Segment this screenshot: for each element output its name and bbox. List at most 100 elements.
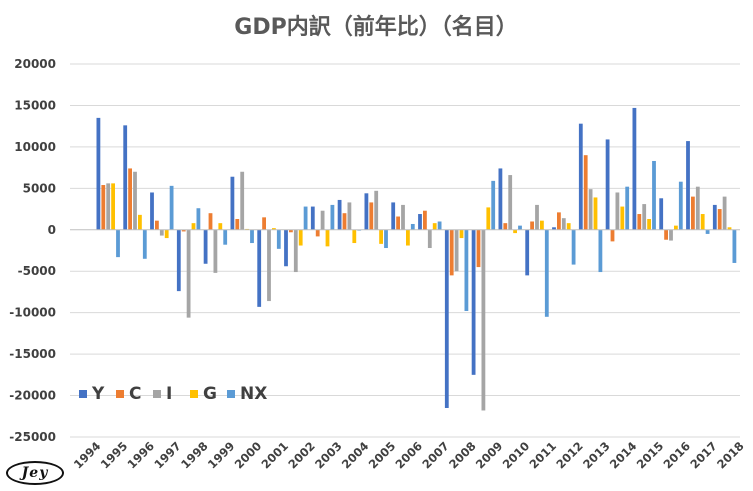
bar-g-1996 — [164, 229, 169, 239]
bar-nx-1999 — [250, 229, 254, 244]
bar-g-1998 — [218, 223, 223, 230]
bar-g-2013 — [620, 206, 625, 230]
x-tick-label-2006: 2006 — [393, 439, 426, 472]
bar-g-2017 — [727, 227, 732, 230]
x-tick-label-2016: 2016 — [661, 439, 694, 472]
bar-i-2014 — [642, 204, 647, 230]
x-tick-label-1999: 1999 — [205, 439, 238, 472]
x-tick-label-2003: 2003 — [312, 439, 345, 472]
bar-nx-2008 — [491, 180, 496, 230]
y-tick-label: 20000 — [14, 57, 56, 71]
x-tick-label-2010: 2010 — [500, 439, 533, 472]
bar-g-1997 — [191, 223, 196, 230]
x-tick-label-2011: 2011 — [527, 439, 560, 472]
x-tick-label-2015: 2015 — [634, 439, 667, 472]
bar-i-2009 — [508, 175, 513, 230]
bar-g-2003 — [352, 229, 357, 244]
bar-nx-2007 — [464, 229, 469, 312]
bar-i-2005 — [401, 204, 405, 230]
x-tick-label-1998: 1998 — [178, 439, 211, 472]
bar-nx-2004 — [384, 229, 388, 249]
bar-nx-2002 — [330, 204, 335, 230]
bar-i-2016 — [695, 186, 700, 230]
legend-swatch-i — [153, 390, 161, 398]
bar-i-2008 — [481, 229, 486, 411]
bar-g-2008 — [486, 207, 491, 230]
bar-g-2002 — [325, 229, 330, 247]
bar-nx-2014 — [652, 160, 656, 230]
bar-c-2006 — [423, 210, 427, 230]
bar-nx-2010 — [544, 229, 549, 317]
y-tick-label: -20000 — [9, 389, 56, 403]
bar-i-2002 — [320, 210, 325, 230]
bar-g-2012 — [593, 197, 598, 230]
bar-c-1995 — [128, 168, 132, 230]
bar-c-2015 — [664, 229, 668, 240]
x-tick-label-2005: 2005 — [366, 439, 399, 472]
bar-g-2010 — [540, 220, 544, 230]
bar-g-1995 — [138, 214, 142, 230]
legend-swatch-g — [190, 390, 198, 398]
bar-g-1994 — [111, 183, 115, 230]
y-tick-label: -5000 — [18, 264, 56, 278]
x-tick-label-2000: 2000 — [232, 439, 265, 472]
x-tick-label-1996: 1996 — [125, 439, 158, 472]
bar-nx-2017 — [732, 229, 737, 263]
y-axis-tick-labels: 20000 15000 10000 5000 0 -5000 -10000 -15000 -20… — [9, 57, 56, 444]
bar-y-2006 — [418, 214, 422, 230]
bars — [96, 107, 737, 411]
bar-y-2007 — [444, 229, 449, 408]
bar-y-2017 — [712, 204, 717, 230]
bar-g-2015 — [674, 225, 678, 230]
bar-nx-2011 — [571, 229, 576, 265]
bar-i-1997 — [186, 229, 191, 318]
bar-nx-1997 — [196, 208, 201, 230]
bar-i-2012 — [588, 189, 593, 230]
x-axis-tick-labels: 1994199519961997199819992000200120022003… — [71, 439, 747, 472]
bar-i-2017 — [722, 196, 727, 230]
bar-nx-2015 — [678, 181, 683, 230]
bar-nx-1995 — [142, 229, 147, 259]
bar-y-2004 — [364, 193, 369, 230]
bar-i-2013 — [615, 192, 620, 230]
bar-c-1996 — [155, 220, 159, 230]
gridlines — [70, 63, 740, 438]
bar-c-2001 — [289, 229, 293, 233]
y-tick-label: 5000 — [23, 181, 56, 195]
y-tick-label: -15000 — [9, 347, 56, 361]
bar-g-2000 — [272, 228, 276, 230]
x-tick-label-2012: 2012 — [553, 439, 586, 472]
bar-i-2000 — [267, 229, 271, 302]
x-tick-label-2013: 2013 — [580, 439, 613, 472]
x-tick-label-2002: 2002 — [285, 439, 318, 472]
bar-c-2010 — [530, 221, 534, 230]
bar-nx-2000 — [276, 229, 281, 249]
legend-label-y: Y — [91, 384, 105, 404]
bar-g-2009 — [513, 229, 517, 234]
legend-label-g: G — [203, 384, 217, 404]
y-tick-label: 15000 — [14, 98, 56, 112]
bar-g-2007 — [459, 229, 464, 239]
bar-y-1996 — [150, 192, 154, 230]
bar-c-2003 — [342, 213, 347, 230]
bar-c-2013 — [610, 229, 615, 242]
bar-i-2001 — [293, 229, 298, 273]
x-tick-label-2001: 2001 — [259, 439, 292, 472]
bar-y-2014 — [632, 107, 637, 230]
bar-g-2014 — [647, 219, 651, 230]
bar-c-1999 — [235, 219, 240, 230]
bar-i-1994 — [106, 183, 111, 230]
bar-y-2009 — [498, 168, 503, 230]
bar-y-2012 — [578, 123, 583, 230]
bar-nx-1994 — [116, 229, 120, 258]
bar-g-2005 — [406, 229, 410, 246]
bar-i-1996 — [159, 229, 164, 236]
bar-y-2015 — [659, 198, 664, 230]
bar-y-1994 — [96, 117, 101, 230]
bar-nx-2006 — [437, 221, 442, 230]
x-tick-label-2017: 2017 — [687, 439, 720, 472]
bar-y-2001 — [284, 229, 288, 267]
bar-c-2000 — [262, 217, 266, 230]
x-tick-label-1995: 1995 — [98, 439, 131, 472]
